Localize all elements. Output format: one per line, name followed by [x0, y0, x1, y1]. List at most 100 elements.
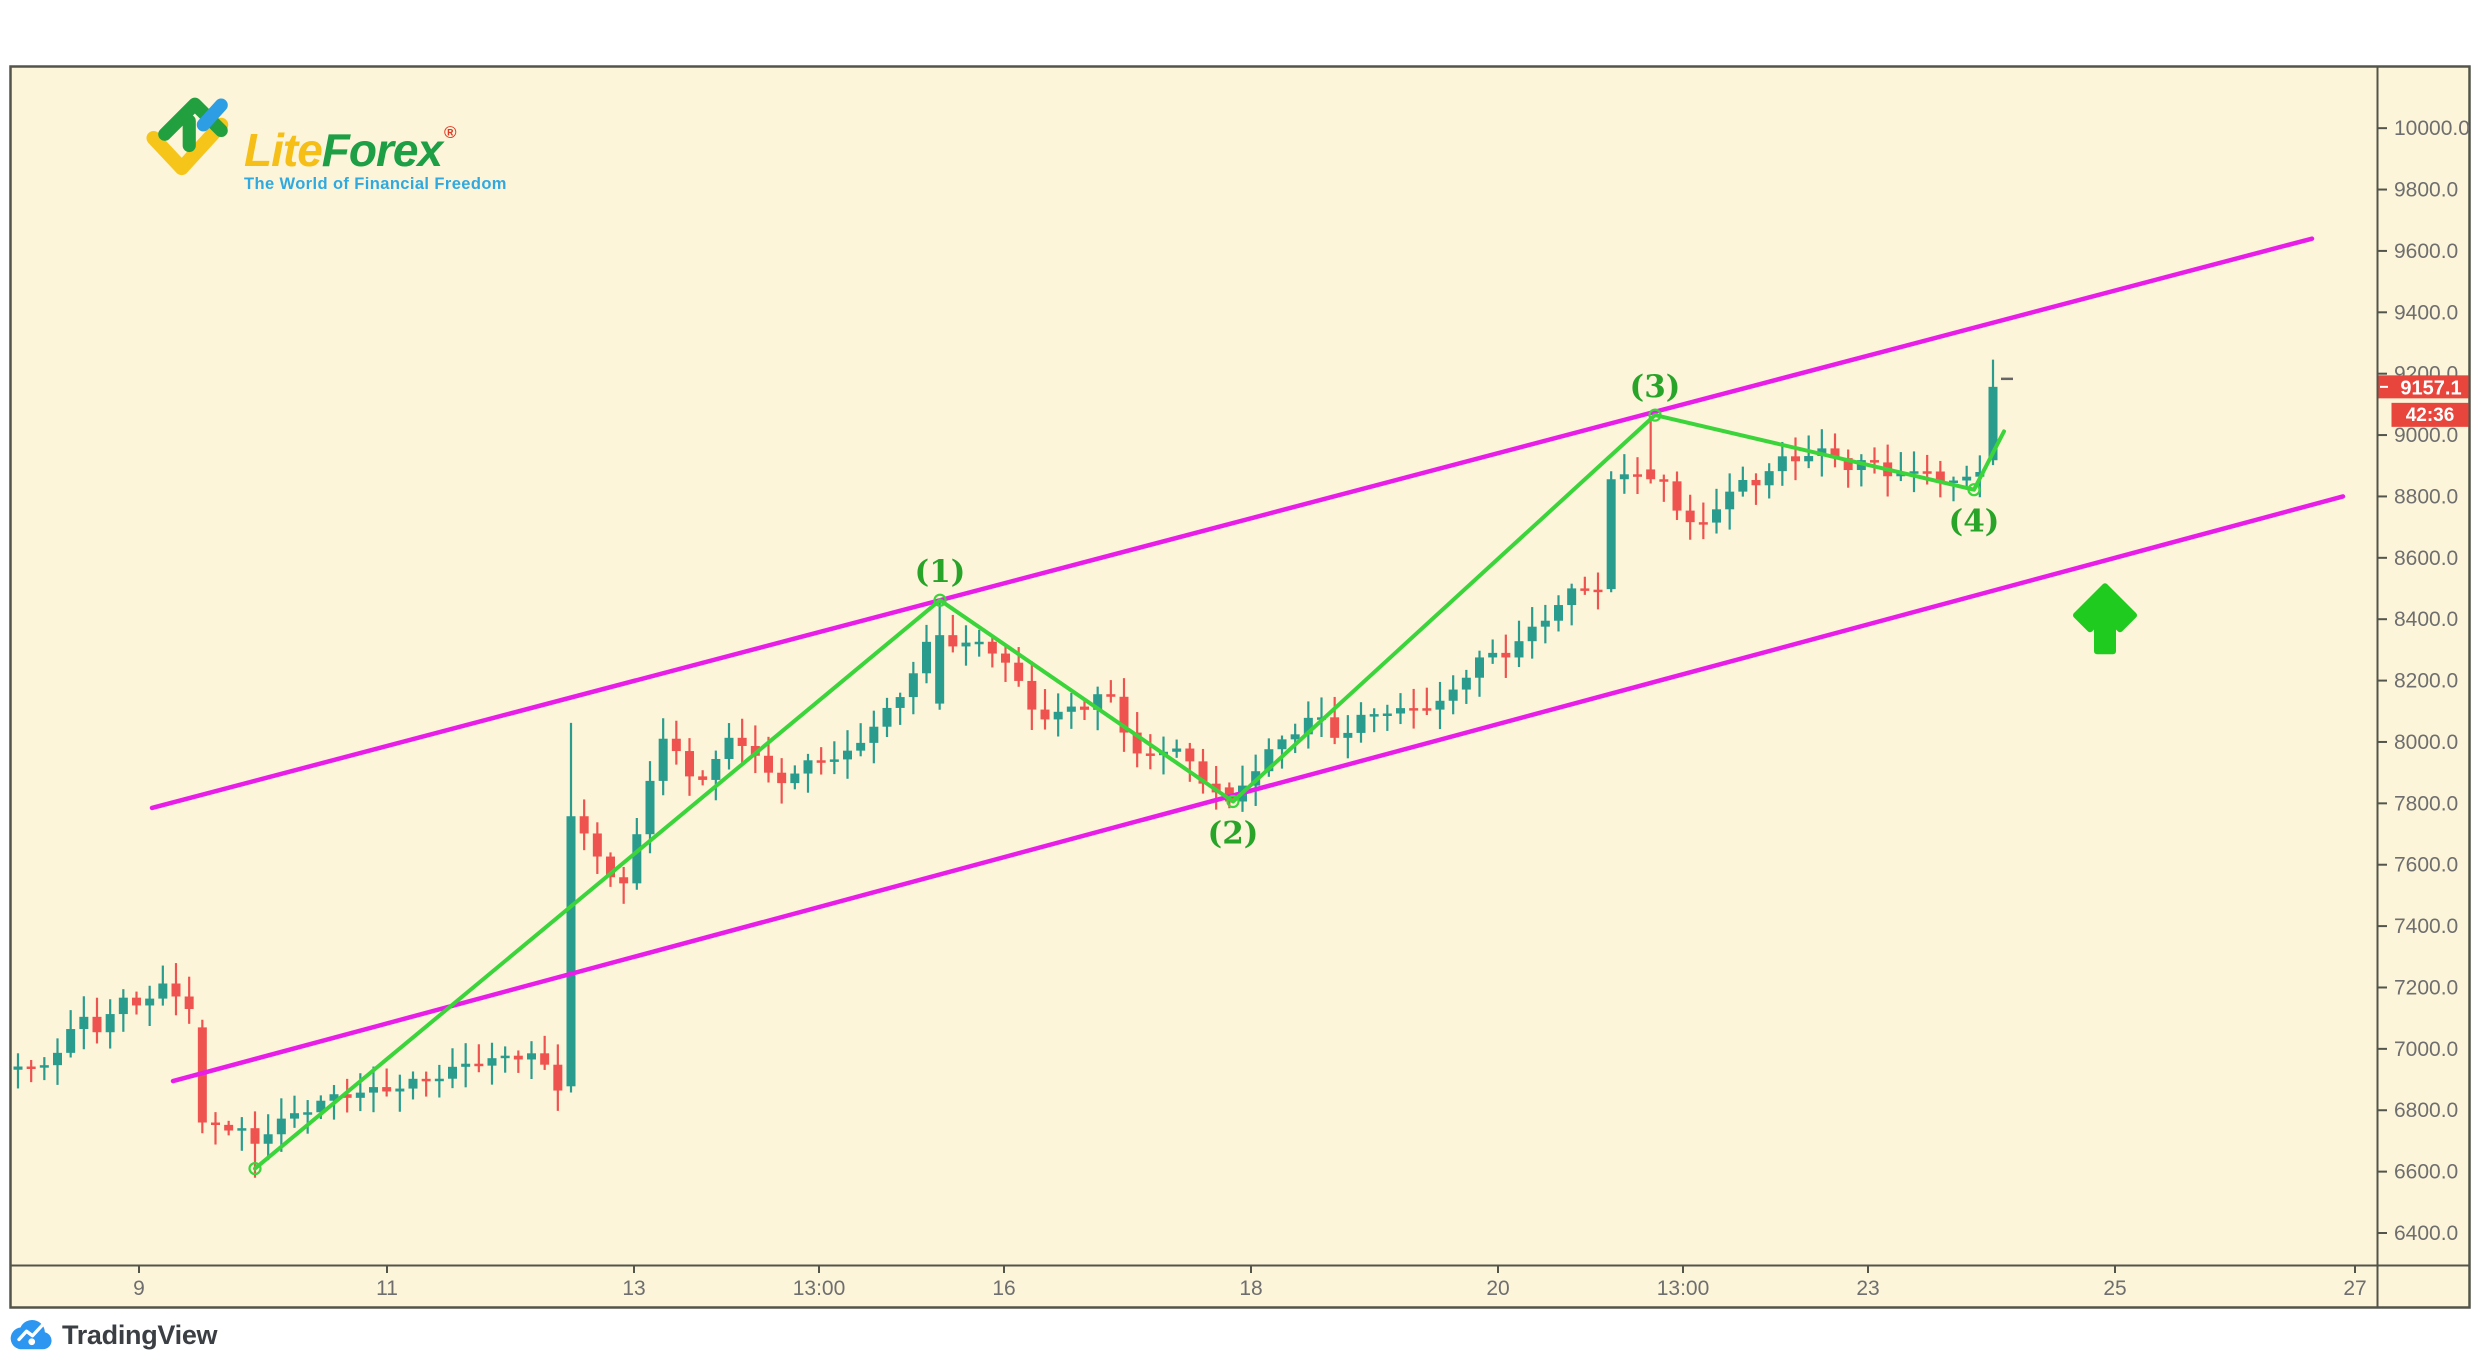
candle: [1001, 644, 1011, 682]
candle-body: [382, 1087, 392, 1092]
candle: [1053, 693, 1063, 737]
candle-body: [816, 760, 826, 763]
candle: [1409, 688, 1419, 729]
candle-body: [632, 834, 642, 884]
candle-body: [869, 726, 879, 743]
elliott-wave-path: [253, 413, 2006, 1171]
candle: [579, 799, 589, 851]
candle-body: [1646, 469, 1656, 480]
candle-body: [882, 707, 892, 727]
time-tick-label: 25: [2103, 1277, 2126, 1300]
price-tick-label: 8600.0: [2394, 547, 2458, 570]
candle-body: [1119, 696, 1129, 733]
candle: [132, 991, 142, 1015]
candle: [1698, 502, 1708, 540]
candle: [1422, 687, 1432, 716]
candle: [448, 1048, 458, 1089]
candle: [1145, 734, 1155, 770]
candle-body: [1185, 748, 1195, 762]
candle: [487, 1042, 497, 1085]
price-axis[interactable]: 10000.09800.09600.09400.09200.09000.0880…: [2378, 117, 2470, 1245]
candle: [540, 1035, 550, 1070]
candle: [882, 697, 892, 738]
candle-body: [1145, 753, 1155, 756]
candle-body: [1172, 748, 1182, 752]
candle-body: [1409, 708, 1419, 711]
candle-body: [961, 642, 971, 647]
candle-body: [1330, 717, 1340, 738]
candle-body: [1040, 709, 1050, 720]
candle: [290, 1095, 300, 1128]
candle: [908, 661, 918, 715]
candle-body: [329, 1094, 339, 1101]
candle: [26, 1059, 36, 1083]
candle-body: [316, 1100, 326, 1113]
candle-body: [1619, 474, 1629, 480]
price-tick-label: 7600.0: [2394, 854, 2458, 877]
candle-body: [39, 1065, 49, 1068]
candle: [790, 765, 800, 790]
time-axis[interactable]: 9 11 13 13:00 16 18 20 13:00 23 25 27: [133, 1266, 2367, 1300]
candle-body: [922, 641, 932, 674]
candle: [92, 997, 102, 1044]
time-tick-label: 9: [133, 1277, 145, 1300]
candle-body: [1475, 657, 1485, 678]
candle-body: [711, 758, 721, 780]
candle: [1356, 702, 1366, 743]
candle: [724, 723, 734, 770]
candle-body: [1448, 689, 1458, 701]
candle: [382, 1068, 392, 1097]
candle-body: [1132, 732, 1142, 754]
candle-body: [118, 997, 128, 1015]
countdown-box: [2391, 402, 2469, 427]
wave-label: (4): [1949, 504, 2000, 540]
candle: [197, 1019, 207, 1134]
candle-body: [66, 1029, 76, 1053]
candle: [1554, 595, 1564, 632]
candle-body: [184, 996, 194, 1010]
candle: [1080, 699, 1090, 721]
candle-body: [671, 738, 681, 752]
price-tick-label: 9800.0: [2394, 179, 2458, 202]
candle: [658, 718, 668, 796]
candle-body: [1080, 706, 1090, 710]
candle: [1040, 689, 1050, 730]
candle: [1962, 465, 1972, 488]
time-tick-label: 13:00: [1657, 1277, 1710, 1300]
candle-body: [26, 1066, 36, 1070]
candle-body: [448, 1066, 458, 1079]
candle: [619, 866, 629, 904]
candle: [1369, 708, 1379, 733]
tradingview-attribution[interactable]: TradingView: [10, 1316, 218, 1354]
candle: [1066, 692, 1076, 729]
candle-body: [685, 751, 695, 777]
candle-body: [263, 1134, 273, 1144]
candle: [105, 999, 115, 1049]
current-price-label[interactable]: 9157.1 42:36: [2378, 375, 2469, 427]
candle: [856, 723, 866, 757]
candle-body: [79, 1016, 89, 1030]
price-tick-label: 8000.0: [2394, 731, 2458, 754]
candle: [527, 1041, 537, 1080]
candle-body: [1935, 471, 1945, 483]
candle-body: [92, 1016, 102, 1033]
time-tick-label: 27: [2343, 1277, 2366, 1300]
candle: [66, 1010, 76, 1058]
candle-body: [948, 635, 958, 647]
candle: [1685, 494, 1695, 540]
candle-body: [1777, 456, 1787, 472]
wave-vertex-marker: [1967, 483, 1981, 497]
candle-body: [1501, 652, 1511, 658]
candle-body: [737, 737, 747, 746]
candle-body: [843, 750, 853, 760]
candle-body: [592, 833, 602, 857]
candle-body: [105, 1014, 115, 1033]
candle: [276, 1098, 286, 1152]
candle: [1475, 650, 1485, 697]
candle-body: [237, 1128, 247, 1131]
candle-body: [527, 1053, 537, 1060]
price-tick-label: 10000.0: [2394, 117, 2470, 140]
channel-line-lower: [170, 494, 2346, 1084]
candle-body: [303, 1112, 313, 1115]
